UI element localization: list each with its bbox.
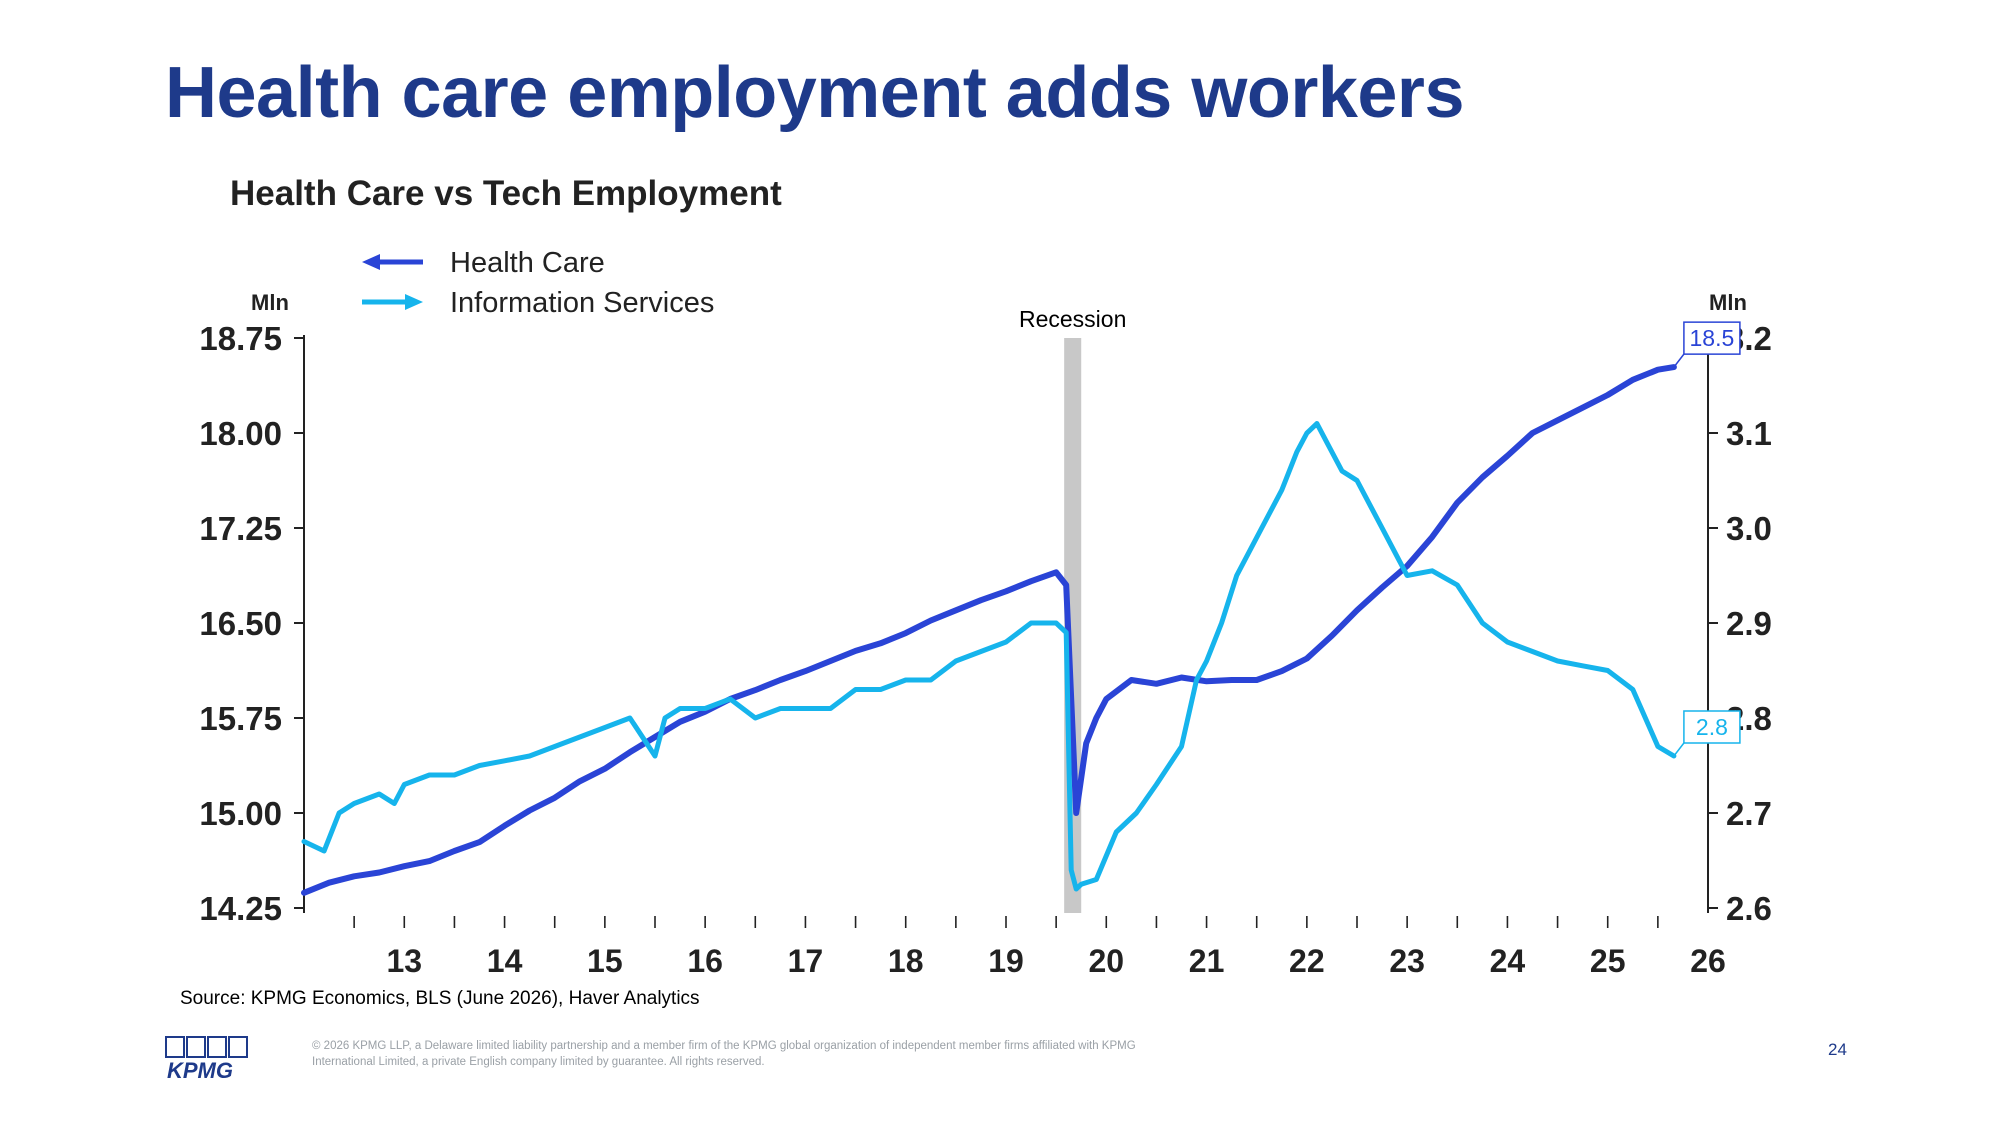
legend-health-care-label: Health Care: [450, 247, 605, 279]
end-label-box-information-services: [1683, 710, 1741, 744]
left-tick-label: 16.50: [199, 605, 282, 642]
left-tick-label: 14.25: [199, 890, 282, 927]
x-tick-label: 24: [1490, 943, 1526, 979]
series-line-health-care: [301, 364, 1677, 896]
end-label-box-health-care: [1683, 321, 1741, 355]
page-number: 24: [1828, 1040, 1847, 1059]
recession-label: Recession: [1019, 306, 1126, 332]
slide-title: Health care employment adds workers: [165, 53, 1465, 133]
x-tick-label: 13: [386, 943, 422, 979]
axes: 18.7518.0017.2516.5015.7515.0014.253.23.…: [199, 320, 1771, 979]
x-tick-label: 23: [1389, 943, 1425, 979]
x-tick-label: 15: [587, 943, 623, 979]
source-note: Source: KPMG Economics, BLS (June 2026),…: [180, 988, 700, 1009]
end-label-leader-information-services: [1673, 742, 1685, 757]
right-unit-label: Mln: [1709, 290, 1747, 315]
x-tick-label: 14: [487, 943, 523, 979]
x-tick-label: 22: [1289, 943, 1325, 979]
x-tick-label: 19: [988, 943, 1024, 979]
right-tick-label: 3.0: [1726, 510, 1772, 547]
left-tick-label: 15.75: [199, 700, 282, 737]
left-tick-label: 18.75: [199, 320, 282, 357]
left-tick-label: 15.00: [199, 795, 282, 832]
right-tick-label: 2.9: [1726, 605, 1772, 642]
left-tick-label: 18.00: [199, 415, 282, 452]
legend-information-services-arrow: [405, 294, 423, 310]
end-label-leader-health-care: [1673, 353, 1685, 368]
left-tick-label: 17.25: [199, 510, 282, 547]
x-tick-label: 25: [1590, 943, 1626, 979]
end-label-health-care: 18.5: [1690, 325, 1735, 351]
legend-information-services-label: Information Services: [450, 287, 714, 319]
series: [301, 364, 1677, 896]
chart-title: Health Care vs Tech Employment: [230, 174, 782, 213]
x-tick-label: 26: [1690, 943, 1726, 979]
kpmg-logo: KPMG: [165, 1036, 248, 1081]
legend: Health Care Information Services: [362, 247, 714, 319]
x-tick-label: 17: [788, 943, 824, 979]
x-tick-label: 21: [1189, 943, 1225, 979]
x-tick-label: 16: [687, 943, 723, 979]
left-unit-label: Mln: [251, 290, 289, 315]
x-tick-label: 20: [1088, 943, 1124, 979]
series-line-information-services: [301, 421, 1677, 892]
right-tick-label: 2.6: [1726, 890, 1772, 927]
end-labels: 18.5 2.8: [1673, 321, 1741, 757]
right-tick-label: 3.1: [1726, 415, 1772, 452]
logo-text: KPMG: [167, 1058, 233, 1081]
end-label-information-services: 2.8: [1696, 714, 1728, 740]
copyright-notice: © 2026 KPMG LLP, a Delaware limited liab…: [312, 1040, 1136, 1068]
x-tick-label: 18: [888, 943, 924, 979]
right-tick-label: 2.7: [1726, 795, 1772, 832]
recession-band-layer: Recession: [1019, 306, 1126, 913]
legend-health-care-arrow: [362, 254, 380, 270]
